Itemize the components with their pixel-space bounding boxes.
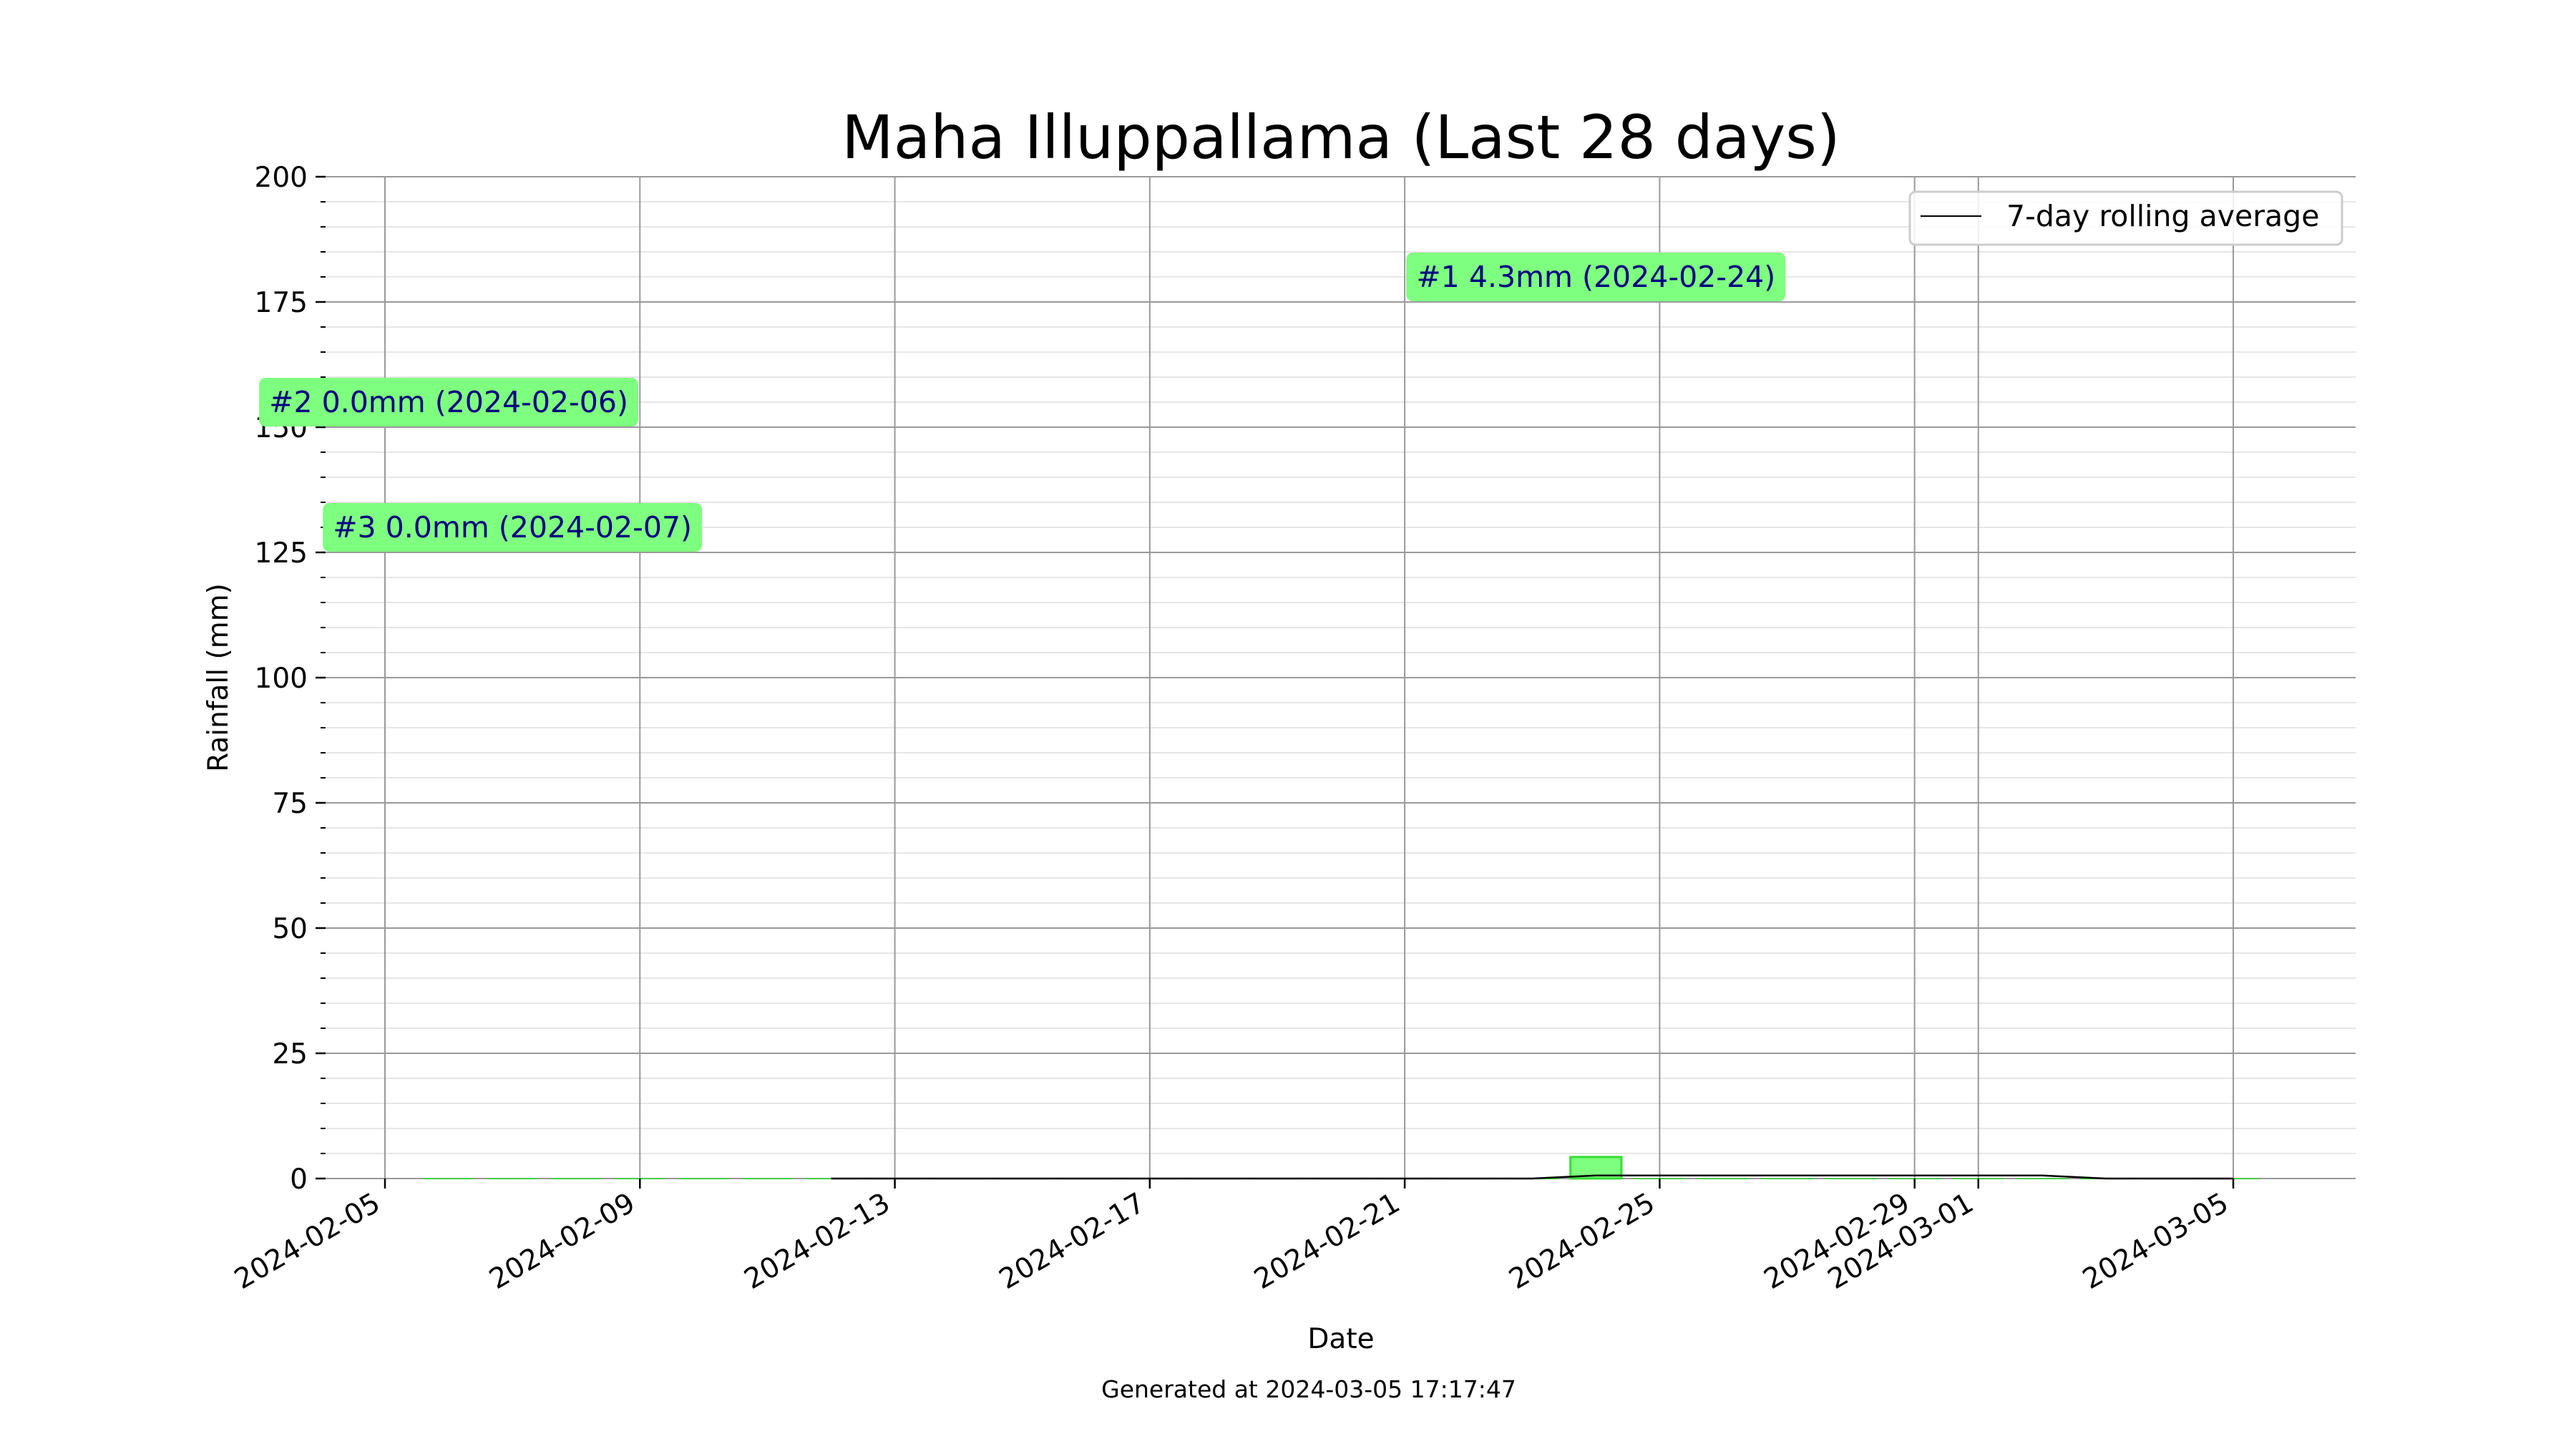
y-tick-label: 25 [272, 1038, 308, 1070]
x-tick-label: 2024-02-09 [484, 1187, 640, 1296]
rolling-average-layer [831, 1174, 2233, 1180]
legend: 7-day rolling average [1908, 190, 2343, 246]
annotation-label: #1 4.3mm (2024-02-24) [1416, 260, 1775, 294]
annotation-layer: #1 4.3mm (2024-02-24) #2 0.0mm (2024-02-0… [259, 253, 1786, 552]
x-axis-label: Date [1307, 1323, 1374, 1355]
chart-title: Maha Illuppallama (Last 28 days) [841, 102, 1840, 172]
annotation-label: #3 0.0mm (2024-02-07) [333, 510, 692, 545]
annotation: #3 0.0mm (2024-02-07) [323, 503, 703, 552]
x-tick-label: 2024-03-05 [2077, 1187, 2234, 1296]
annotation: #1 4.3mm (2024-02-24) [1406, 253, 1786, 301]
generated-timestamp: Generated at 2024-03-05 17:17:47 [1101, 1375, 1516, 1403]
x-tick-label: 2024-02-17 [994, 1187, 1151, 1296]
y-tick-label: 125 [255, 537, 308, 570]
legend-box [1908, 190, 2343, 246]
y-axis-label: Rainfall (mm) [203, 583, 235, 772]
y-tick-label: 0 [290, 1163, 308, 1196]
annotation-box [1406, 253, 1786, 301]
annotation: #2 0.0mm (2024-02-06) [259, 378, 638, 426]
y-tick-label: 50 [272, 913, 308, 945]
y-tick-label: 75 [272, 788, 308, 820]
x-tick-label: 2024-02-25 [1504, 1187, 1661, 1296]
annotation-box [259, 378, 638, 426]
grid-layer [326, 176, 2356, 1179]
y-tick-label: 175 [255, 287, 308, 319]
x-tick-label: 2024-02-13 [739, 1187, 896, 1296]
y-tick-label: 100 [255, 663, 308, 695]
x-tick-label: 2024-02-05 [229, 1187, 386, 1296]
annotation-box [323, 503, 703, 552]
rolling-average-line [831, 1174, 2233, 1180]
y-tick-label: 200 [255, 162, 308, 194]
annotation-label: #2 0.0mm (2024-02-06) [269, 385, 628, 419]
x-tick-label: 2024-02-21 [1249, 1187, 1405, 1296]
legend-label: 7-day rolling average [2006, 199, 2319, 233]
